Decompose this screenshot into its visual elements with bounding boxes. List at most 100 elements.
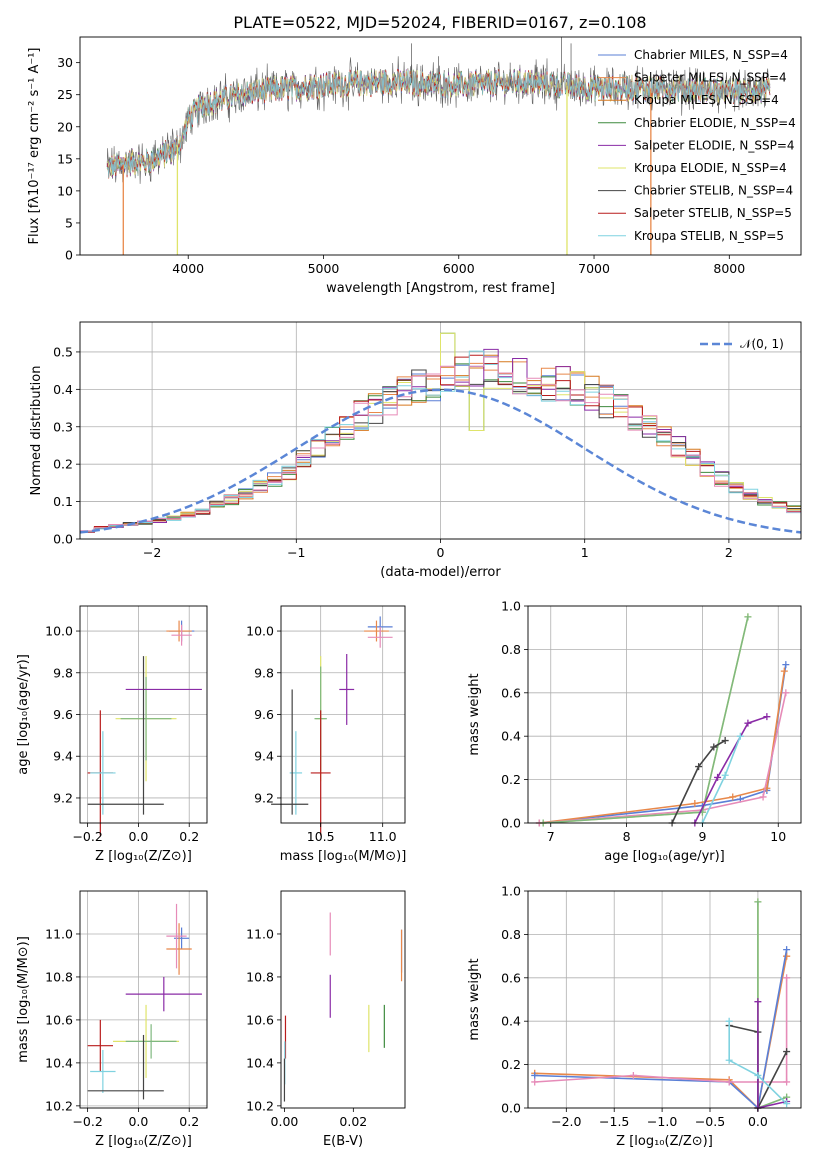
x-tick-label: −2 (143, 545, 161, 560)
y-tick-label: 0.5 (53, 344, 73, 359)
x-tick-label: −0.2 (72, 1114, 102, 1129)
y-tick-label: 0.1 (53, 494, 73, 509)
y-tick-label: 10.0 (246, 624, 274, 639)
x-axis-label: mass [log₁₀(M/M⊙)] (280, 849, 407, 864)
x-tick-label: 0 (437, 545, 445, 560)
legend-entry: Kroupa ELODIE, N_SSP=4 (634, 161, 787, 175)
series-line (534, 949, 788, 1110)
x-tick-label: 7000 (578, 261, 610, 276)
y-tick-label: 10.8 (246, 969, 274, 984)
y-tick-label: 9.6 (53, 707, 73, 722)
x-tick-label: 2 (725, 545, 733, 560)
x-axis-label: Z [log₁₀(Z/Z⊙)] (95, 849, 192, 864)
x-tick-label: −0.2 (72, 829, 102, 844)
data-point-marker (714, 773, 722, 781)
y-tick-label: 30 (57, 55, 73, 70)
axes-frame (280, 890, 406, 1109)
y-tick-label: 11.0 (246, 926, 274, 941)
legend-entry: Kroupa STELIB, N_SSP=5 (634, 229, 784, 243)
y-tick-label: 9.4 (254, 749, 274, 764)
y-tick-label: 0.2 (501, 1057, 521, 1072)
y-tick-label: 0.4 (501, 1014, 521, 1029)
y-tick-label: 10.2 (246, 1098, 274, 1113)
y-tick-label: 10.2 (45, 1098, 73, 1113)
data-point-marker (629, 1071, 637, 1079)
legend-entry: Chabrier MILES, N_SSP=4 (634, 48, 788, 62)
y-tick-label: 10.8 (45, 969, 73, 984)
data-point-marker (783, 946, 791, 954)
x-tick-label: 0.00 (271, 1114, 299, 1129)
y-tick-label: 10.4 (45, 1055, 73, 1070)
x-tick-label: 0.2 (179, 1114, 199, 1129)
series-line (728, 1021, 788, 1105)
series-line (757, 901, 787, 1110)
x-tick-label: 7 (547, 829, 555, 844)
y-tick-label: 0.8 (501, 642, 521, 657)
y-tick-label: 0.2 (53, 457, 73, 472)
x-tick-label: 5000 (308, 261, 340, 276)
x-tick-label: 6000 (443, 261, 475, 276)
data-point-marker (783, 1100, 791, 1108)
series-line (539, 692, 787, 824)
x-tick-label: 4000 (172, 261, 204, 276)
x-tick-label: −2.0 (551, 1114, 581, 1129)
y-tick-label: 0.3 (53, 419, 73, 434)
x-tick-label: −1.5 (599, 1114, 629, 1129)
y-tick-label: 0.4 (53, 382, 73, 397)
y-tick-label: 0.6 (501, 970, 521, 985)
data-point-marker (763, 713, 771, 721)
legend-entry: Salpeter ELODIE, N_SSP=4 (634, 138, 795, 152)
data-point-marker (710, 743, 718, 751)
y-tick-label: 1.0 (501, 884, 521, 899)
data-point-marker (531, 1078, 539, 1086)
series-line (671, 739, 726, 824)
y-tick-label: 9.8 (53, 665, 73, 680)
y-tick-label: 10.6 (246, 1012, 274, 1027)
y-axis-label: mass weight (467, 673, 482, 755)
y-tick-label: 0.6 (501, 685, 521, 700)
legend-entry: Salpeter MILES, N_SSP=4 (634, 71, 787, 85)
y-tick-label: 15 (57, 151, 73, 166)
y-tick-label: 20 (57, 119, 73, 134)
x-axis-label: wavelength [Angstrom, rest frame] (326, 281, 555, 296)
y-tick-label: 1.0 (501, 599, 521, 614)
x-axis-label: Z [log₁₀(Z/Z⊙)] (616, 1134, 713, 1149)
data-point-marker (725, 1017, 733, 1025)
legend-entry: Kroupa MILES, N_SSP=4 (634, 93, 779, 107)
data-point-marker (780, 667, 788, 675)
x-tick-label: −1 (287, 545, 305, 560)
series-line (534, 955, 788, 1110)
data-point-marker (729, 793, 737, 801)
y-tick-label: 0.0 (501, 816, 521, 831)
data-point-marker (754, 898, 762, 906)
x-tick-label: 8 (623, 829, 631, 844)
data-point-marker (531, 1071, 539, 1079)
data-point-marker (736, 732, 744, 740)
y-axis-label: mass [log₁₀(M/M⊙)] (16, 936, 31, 1063)
data-point-marker (744, 613, 752, 621)
y-tick-label: 11.0 (45, 926, 73, 941)
x-axis-label: Z [log₁₀(Z/Z⊙)] (95, 1134, 192, 1149)
histogram-step (80, 369, 801, 533)
y-tick-label: 5 (65, 215, 73, 230)
x-tick-label: 0.0 (128, 829, 148, 844)
data-point-marker (754, 1071, 762, 1079)
data-point-marker (782, 661, 790, 669)
x-tick-label: −1.0 (647, 1114, 677, 1129)
histogram-step (80, 350, 801, 532)
x-axis-label: E(B-V) (323, 1134, 363, 1149)
chart-title: PLATE=0522, MJD=52024, FIBERID=0167, z=0… (233, 13, 646, 32)
y-axis-label: Flux [fλ10⁻¹⁷ erg cm⁻² s⁻¹ A⁻¹] (27, 48, 42, 245)
y-tick-label: 10 (57, 183, 73, 198)
data-point-marker (783, 1048, 791, 1056)
y-axis-label: Normed distribution (29, 366, 44, 496)
y-tick-label: 0.2 (501, 772, 521, 787)
y-tick-label: 9.2 (254, 790, 274, 805)
axes-frame (79, 36, 802, 256)
y-tick-label: 10.4 (246, 1055, 274, 1070)
data-point-marker (691, 799, 699, 807)
data-point-marker (782, 689, 790, 697)
data-point-marker (695, 763, 703, 771)
x-tick-label: 11.0 (369, 829, 397, 844)
